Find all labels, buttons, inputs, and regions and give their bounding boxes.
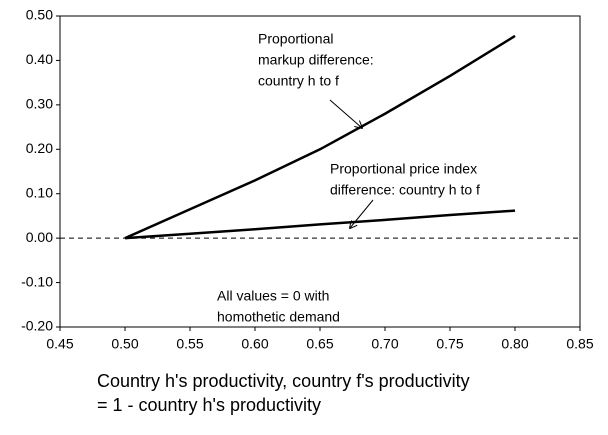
y-tick-label: 0.10 [26, 184, 53, 200]
annotation: markup difference: [258, 52, 374, 68]
x-tick-label: 0.70 [371, 336, 398, 352]
y-tick-label: 0.30 [26, 96, 53, 112]
series-line [124, 34, 516, 240]
x-tick-label: 0.80 [501, 336, 528, 352]
annotation: country h to f [258, 73, 339, 89]
x-axis-label: = 1 - country h's productivity [97, 395, 321, 415]
x-tick-label: 0.85 [566, 336, 593, 352]
y-tick-label: 0.40 [26, 51, 53, 67]
y-tick-label: -0.10 [21, 273, 53, 289]
y-tick-label: 0.20 [26, 140, 53, 156]
y-tick-label: -0.20 [21, 318, 53, 334]
arrow [329, 99, 362, 128]
annotation: Proportional price index [330, 161, 477, 177]
x-tick-label: 0.45 [46, 336, 73, 352]
x-tick-label: 0.50 [111, 336, 138, 352]
y-tick-label: 0.00 [26, 229, 53, 245]
arrow [350, 199, 374, 228]
y-tick-label: 0.50 [26, 7, 53, 23]
x-tick-label: 0.60 [241, 336, 268, 352]
annotation: All values = 0 with [217, 288, 329, 304]
x-tick-label: 0.55 [176, 336, 203, 352]
x-tick-label: 0.65 [306, 336, 333, 352]
x-axis-label: Country h's productivity, country f's pr… [97, 371, 470, 391]
annotation: Proportional [258, 31, 334, 47]
x-tick-label: 0.75 [436, 336, 463, 352]
series-line [124, 209, 516, 240]
annotation: homothetic demand [217, 309, 340, 325]
annotation: difference: country h to f [330, 182, 480, 198]
